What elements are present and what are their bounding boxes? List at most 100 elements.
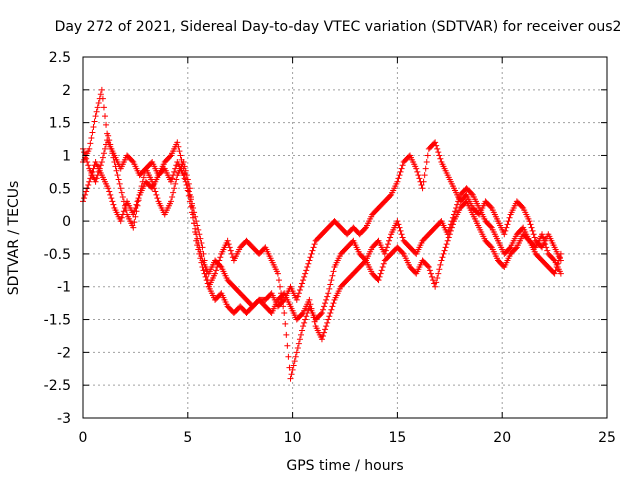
data-point — [285, 353, 292, 360]
data-point — [487, 243, 494, 250]
data-point — [84, 159, 91, 166]
data-point — [195, 226, 202, 233]
data-point — [502, 227, 509, 234]
data-point — [92, 113, 99, 120]
data-point — [281, 309, 288, 316]
chart-title: Day 272 of 2021, Sidereal Day-to-day VTE… — [55, 19, 622, 35]
data-point — [324, 293, 331, 300]
data-point — [383, 244, 390, 251]
data-point — [100, 104, 107, 111]
data-point — [177, 152, 184, 159]
data-point — [170, 189, 177, 196]
data-point — [136, 191, 143, 198]
data-point — [435, 149, 442, 156]
data-point — [171, 185, 178, 192]
data-point — [88, 134, 95, 141]
data-point — [213, 267, 220, 274]
data-point — [384, 241, 391, 248]
data-point — [95, 168, 102, 175]
data-point — [175, 143, 182, 150]
data-point — [133, 208, 140, 215]
data-point — [86, 178, 93, 185]
data-point — [540, 234, 547, 241]
data-point — [186, 185, 193, 192]
data-point — [121, 202, 128, 209]
y-tick-label: 2 — [62, 83, 71, 99]
data-point — [296, 287, 303, 294]
data-point — [512, 245, 519, 252]
data-point — [414, 168, 421, 175]
data-point — [326, 285, 333, 292]
data-point — [381, 250, 388, 257]
data-point — [296, 336, 303, 343]
x-tick-label: 0 — [79, 430, 88, 446]
data-point — [114, 172, 121, 179]
data-point — [97, 162, 104, 169]
data-point — [503, 224, 510, 231]
data-point — [181, 175, 188, 182]
data-point — [413, 165, 420, 172]
data-point — [286, 364, 293, 371]
y-tick-label: 2.5 — [49, 50, 71, 66]
data-point — [303, 267, 310, 274]
data-point — [280, 303, 287, 310]
data-point — [176, 148, 183, 155]
x-tick-label: 10 — [284, 430, 302, 446]
data-point — [300, 323, 307, 330]
data-point — [184, 176, 191, 183]
data-point — [166, 153, 173, 160]
data-point — [424, 262, 431, 269]
data-point — [529, 227, 536, 234]
data-point — [506, 245, 513, 252]
data-point — [97, 91, 104, 98]
data-point — [399, 249, 406, 256]
data-point — [396, 224, 403, 231]
data-point — [212, 270, 219, 277]
data-point — [399, 234, 406, 241]
data-point — [395, 175, 402, 182]
data-point — [328, 277, 335, 284]
data-point — [428, 273, 435, 280]
data-point — [224, 237, 231, 244]
data-point — [487, 223, 494, 230]
x-tick-label: 20 — [493, 430, 511, 446]
x-tick-label: 25 — [598, 430, 616, 446]
data-point — [100, 150, 107, 157]
data-point — [227, 247, 234, 254]
data-point — [185, 188, 192, 195]
data-point — [198, 259, 205, 266]
data-point — [99, 154, 106, 161]
data-point — [109, 150, 116, 157]
data-point — [382, 247, 389, 254]
data-point — [487, 203, 494, 210]
y-axis-ticks: -3 -2.5 -2 -1.5 -1 -0.5 0 0.5 1 1.5 2 2.5 — [44, 50, 607, 427]
data-point — [119, 194, 126, 201]
data-point — [551, 270, 558, 277]
x-tick-label: 5 — [183, 430, 192, 446]
data-point — [201, 270, 208, 277]
data-point — [442, 244, 449, 251]
data-point — [120, 198, 127, 205]
data-point — [328, 306, 335, 313]
data-point — [423, 159, 430, 166]
data-point — [528, 224, 535, 231]
data-point — [506, 214, 513, 221]
data-point — [543, 244, 550, 251]
data-point — [216, 257, 223, 264]
x-axis-ticks: 0 5 10 15 20 25 — [79, 57, 616, 446]
data-point — [202, 273, 209, 280]
data-point — [310, 314, 317, 321]
data-point — [541, 237, 548, 244]
data-point — [419, 185, 426, 192]
y-tick-label: -2 — [57, 345, 71, 361]
data-point — [329, 303, 336, 310]
data-point — [437, 261, 444, 268]
data-point — [504, 221, 511, 228]
data-point — [225, 241, 232, 248]
data-point — [321, 303, 328, 310]
data-point — [327, 281, 334, 288]
series-trace-1 — [80, 86, 564, 310]
data-point — [113, 167, 120, 174]
y-tick-label: -1.5 — [44, 313, 71, 329]
x-axis-label: GPS time / hours — [286, 458, 403, 474]
